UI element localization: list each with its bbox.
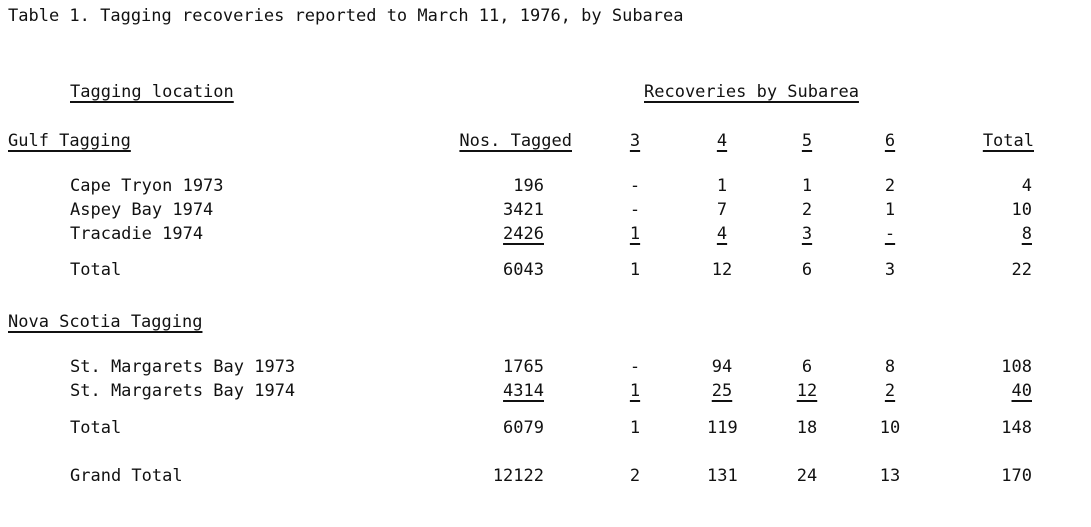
subtotal-label: Total <box>70 260 122 280</box>
subtotal-subarea-6: 3 <box>884 260 896 280</box>
row-total: 10 <box>1011 200 1032 220</box>
row-total: 4 <box>1021 176 1032 196</box>
grand-total-subarea-5: 24 <box>796 466 818 486</box>
row-subarea-3: - <box>629 200 641 220</box>
subtotal-label: Total <box>70 418 122 438</box>
row-location: St. Margarets Bay 1974 <box>70 381 296 401</box>
row-subarea-4: 94 <box>711 357 733 377</box>
row-subarea-3: 1 <box>629 381 641 401</box>
header-recoveries-by-subarea: Recoveries by Subarea <box>644 82 859 102</box>
subtotal-tagged: 6043 <box>503 260 544 280</box>
row-subarea-4: 25 <box>711 381 733 401</box>
subtotal-subarea-6: 10 <box>879 418 901 438</box>
row-subarea-5: 6 <box>801 357 813 377</box>
row-subarea-6: 1 <box>884 200 896 220</box>
row-subarea-4: 4 <box>716 224 728 244</box>
row-subarea-5: 2 <box>801 200 813 220</box>
row-location: St. Margarets Bay 1973 <box>70 357 296 377</box>
subtotal-total: 148 <box>1001 418 1032 438</box>
subtotal-total: 22 <box>1011 260 1032 280</box>
row-total: 108 <box>1001 357 1032 377</box>
subtotal-subarea-3: 1 <box>629 260 641 280</box>
section-title-gulf: Gulf Tagging <box>8 131 131 151</box>
header-tagging-location: Tagging location <box>70 82 234 102</box>
row-total: 8 <box>1021 224 1032 244</box>
row-subarea-6: 8 <box>884 357 896 377</box>
row-location: Tracadie 1974 <box>70 224 204 244</box>
grand-total-subarea-6: 13 <box>879 466 901 486</box>
row-subarea-3: - <box>629 176 641 196</box>
row-subarea-3: - <box>629 357 641 377</box>
row-tagged: 2426 <box>503 224 544 244</box>
header-nos-tagged: Nos. Tagged <box>459 131 572 151</box>
row-subarea-4: 7 <box>716 200 728 220</box>
grand-total-label: Grand Total <box>70 466 183 486</box>
row-subarea-6: - <box>884 224 896 244</box>
subtotal-tagged: 6079 <box>503 418 544 438</box>
subtotal-subarea-5: 6 <box>801 260 813 280</box>
grand-total-subarea-4: 131 <box>707 466 738 486</box>
table-title: Table 1. Tagging recoveries reported to … <box>8 6 684 26</box>
subtotal-subarea-4: 119 <box>707 418 738 438</box>
subtotal-subarea-5: 18 <box>796 418 818 438</box>
row-tagged: 1765 <box>503 357 544 377</box>
subtotal-subarea-3: 1 <box>629 418 641 438</box>
row-total: 40 <box>1011 381 1032 401</box>
subtotal-subarea-4: 12 <box>711 260 733 280</box>
grand-total-subarea-3: 2 <box>629 466 641 486</box>
header-subarea-3: 3 <box>629 131 641 151</box>
row-subarea-6: 2 <box>884 381 896 401</box>
grand-total-total: 170 <box>1001 466 1032 486</box>
header-subarea-4: 4 <box>716 131 728 151</box>
header-subarea-6: 6 <box>884 131 896 151</box>
section-title-nova-scotia: Nova Scotia Tagging <box>8 312 203 332</box>
row-subarea-6: 2 <box>884 176 896 196</box>
grand-total-tagged: 12122 <box>492 466 544 486</box>
row-subarea-5: 1 <box>801 176 813 196</box>
row-subarea-5: 12 <box>796 381 818 401</box>
row-tagged: 4314 <box>503 381 544 401</box>
row-subarea-3: 1 <box>629 224 641 244</box>
row-location: Cape Tryon 1973 <box>70 176 224 196</box>
row-location: Aspey Bay 1974 <box>70 200 214 220</box>
header-total: Total <box>982 131 1034 151</box>
row-tagged: 3421 <box>503 200 544 220</box>
header-subarea-5: 5 <box>801 131 813 151</box>
row-subarea-4: 1 <box>716 176 728 196</box>
row-subarea-5: 3 <box>801 224 813 244</box>
row-tagged: 196 <box>513 176 544 196</box>
